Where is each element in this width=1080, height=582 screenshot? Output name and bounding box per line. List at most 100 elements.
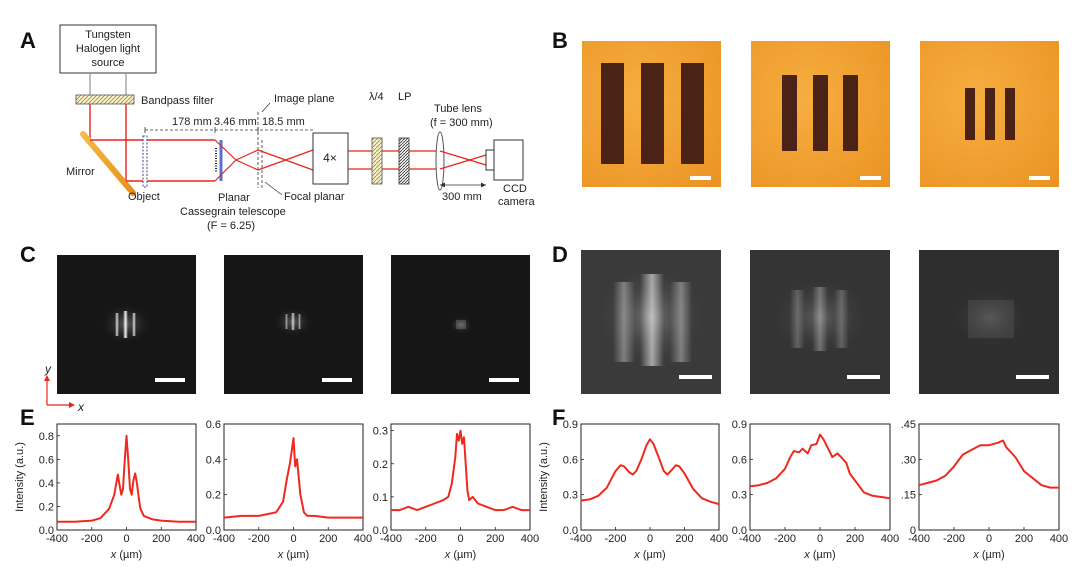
- y-tick-label: 0.0: [373, 525, 388, 537]
- y-tick-label: 0.3: [732, 490, 747, 502]
- y-tick-label: 0.0: [563, 525, 578, 537]
- data-line: [749, 433, 891, 500]
- plot-frame: [390, 423, 531, 531]
- spot: [968, 300, 1014, 338]
- image-d-2: [750, 250, 890, 394]
- x-tick-label: -200: [415, 533, 437, 545]
- micrograph-small: [920, 41, 1059, 187]
- x-tick-label: 200: [486, 533, 504, 545]
- x-tick-label: 400: [521, 533, 539, 545]
- distance-300-label: 300 mm: [442, 191, 482, 203]
- x-tick-label: 200: [846, 533, 864, 545]
- x-tick-label: 400: [187, 533, 205, 545]
- x-axis-label: x (µm): [277, 549, 309, 561]
- y-tick-label: .15: [901, 490, 916, 502]
- ray-to-camera-2: [439, 154, 487, 170]
- x-tick-label: -200: [943, 533, 965, 545]
- light-source-box: [59, 24, 157, 74]
- light-source-line-2: Halogen light: [76, 43, 140, 55]
- stripe-1: [790, 290, 805, 348]
- panel-label-e: E: [20, 405, 35, 430]
- x-tick-label: -200: [774, 533, 796, 545]
- x-tick-label: -200: [81, 533, 103, 545]
- micrograph-large: [582, 41, 721, 187]
- x-tick-label: 200: [1015, 533, 1033, 545]
- x-tick-label: 200: [319, 533, 337, 545]
- y-tick-label: 0.0: [39, 525, 54, 537]
- y-tick-label: 0.9: [732, 419, 747, 431]
- tube-lens-f-label: (f = 300 mm): [430, 117, 493, 129]
- image-d-3: [919, 250, 1059, 394]
- bar-3: [843, 75, 858, 151]
- x-tick-label: -400: [570, 533, 592, 545]
- y-tick-label: 0.4: [39, 478, 54, 490]
- data-line: [57, 434, 196, 523]
- image-c-1: [57, 255, 196, 394]
- data-line: [580, 438, 720, 506]
- glow: [449, 316, 473, 334]
- distance-346: 3.46 mm: [214, 116, 257, 128]
- x-tick-label: -400: [908, 533, 930, 545]
- x-axis-label: x (µm): [633, 549, 665, 561]
- panel-label-b: B: [552, 28, 568, 53]
- bar-3: [681, 63, 704, 164]
- plot-f-3: -400 -200 0 200 400 0 .15 .30 .45 x (µm): [901, 419, 1068, 561]
- telescope-line-2: Cassegrain telescope: [180, 206, 286, 218]
- plot-frame: [918, 423, 1060, 531]
- y-axis-label: Intensity (a.u.): [14, 442, 26, 512]
- bar-1: [965, 88, 975, 140]
- x-tick-label: -400: [380, 533, 402, 545]
- telescope-ray-2: [214, 159, 237, 182]
- data-line: [391, 429, 530, 512]
- light-source-line-3: source: [91, 57, 124, 69]
- micrograph-medium: [751, 41, 890, 187]
- scale-bar: [860, 176, 881, 180]
- x-tick-label: 200: [675, 533, 693, 545]
- data-line: [918, 439, 1059, 489]
- image-c-2: [224, 255, 363, 394]
- ray-to-camera-1: [439, 150, 487, 166]
- y-tick-label: 0.2: [39, 501, 54, 513]
- x-tick-label: -200: [604, 533, 626, 545]
- stripe-2: [640, 274, 664, 366]
- y-tick-label: 0.8: [39, 431, 54, 443]
- y-tick-label: 0.2: [373, 459, 388, 471]
- y-tick-label: 0.6: [732, 454, 747, 466]
- y-tick-label: 0.4: [206, 454, 221, 466]
- y-tick-label: 0.1: [373, 492, 388, 504]
- quarter-wave-label: λ/4: [369, 91, 384, 103]
- camera-line-1: CCD: [503, 183, 527, 195]
- scale-bar: [155, 378, 185, 382]
- lp-label: LP: [398, 91, 411, 103]
- stripe-3: [834, 290, 849, 348]
- x-tick-label: -400: [213, 533, 235, 545]
- x-tick-label: 0: [986, 533, 992, 545]
- bar-2: [641, 63, 664, 164]
- mirror-label: Mirror: [66, 166, 95, 178]
- image-plane-pointer: [261, 102, 271, 113]
- x-tick-label: 400: [881, 533, 899, 545]
- stripe-2: [123, 311, 128, 338]
- data-line: [223, 437, 363, 519]
- x-tick-label: -400: [46, 533, 68, 545]
- x-tick-label: -200: [248, 533, 270, 545]
- bar-2: [813, 75, 828, 151]
- y-axis-label: Intensity (a.u.): [538, 442, 550, 512]
- focal-planar-pointer: [264, 181, 283, 196]
- object-label: Object: [128, 191, 160, 203]
- x-tick-label: 400: [1050, 533, 1068, 545]
- telescope-ray-4: [235, 159, 259, 171]
- stripe-3: [670, 282, 692, 362]
- plot-frame: [749, 423, 891, 531]
- stripe-2: [291, 313, 295, 330]
- distance-178: 178 mm: [172, 116, 212, 128]
- stripe-2: [812, 287, 828, 351]
- light-source-line-1: Tungsten: [85, 29, 130, 41]
- scale-bar: [322, 378, 352, 382]
- telescope-line-1: Planar: [218, 192, 250, 204]
- tube-lens: [435, 131, 445, 191]
- y-tick-label: 0.3: [373, 426, 388, 438]
- plot-e-2: -400 -200 0 200 400 0.0 0.2 0.4 0.6 x (µm): [206, 419, 372, 561]
- axis-indicator: y x: [44, 362, 85, 414]
